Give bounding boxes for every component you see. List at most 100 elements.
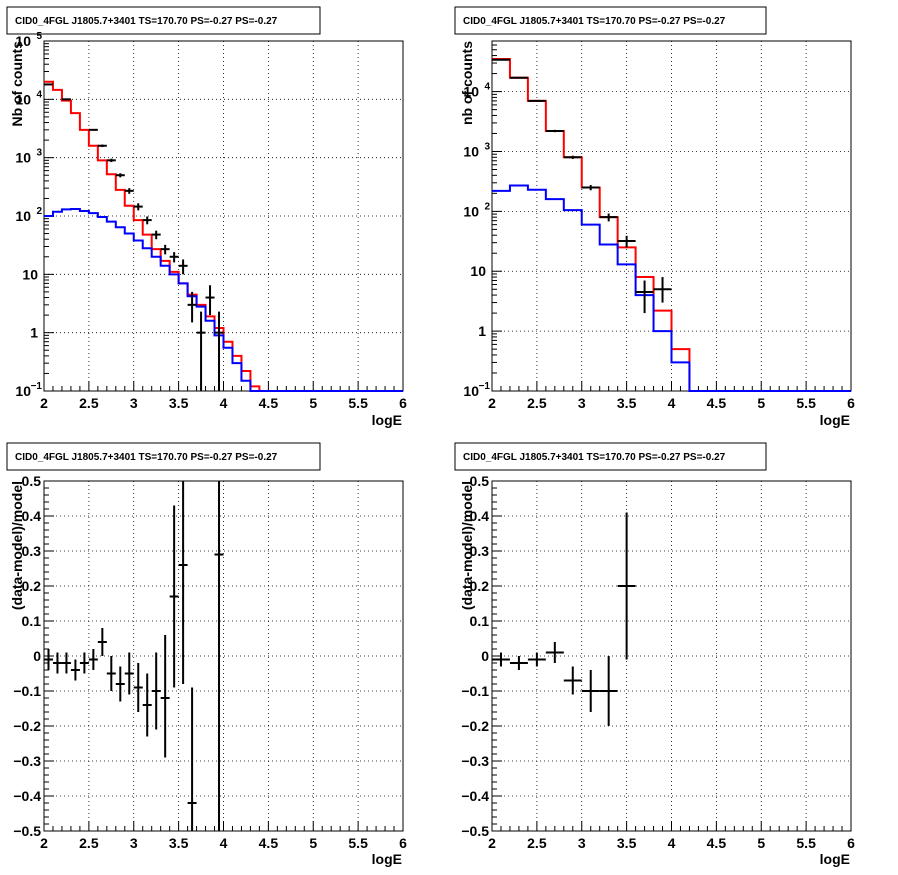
x-tick-label: 4 — [668, 395, 676, 411]
residual-point — [509, 656, 528, 670]
x-tick-label: 6 — [399, 395, 407, 411]
title-box — [454, 6, 767, 35]
chart-title: CID0_4FGL J1805.7+3401 TS=170.70 PS=-0.2… — [15, 16, 278, 27]
y-tick-base: 10 — [15, 91, 31, 107]
x-tick-label: 4 — [220, 395, 228, 411]
x-axis-label: logE — [820, 412, 850, 428]
y-tick-base: 1 — [30, 325, 38, 341]
data-point — [492, 58, 510, 61]
y-tick-exp: 3 — [36, 148, 42, 159]
plot-area — [44, 481, 224, 831]
residual-point — [52, 652, 62, 674]
x-tick-label: 2.5 — [527, 835, 547, 851]
y-tick-label: 10 3 — [15, 148, 42, 166]
residual-points — [492, 512, 636, 726]
x-tick-label: 2 — [488, 395, 496, 411]
y-axis-label: nb of counts — [459, 41, 475, 125]
residual-point — [581, 670, 600, 712]
x-tick-label: 6 — [847, 395, 855, 411]
data-point — [545, 129, 564, 133]
y-tick-base: 10 — [22, 266, 38, 282]
x-tick-label: 3.5 — [617, 395, 637, 411]
y-tick-label: 0.4 — [470, 508, 490, 524]
grid — [44, 481, 403, 831]
y-tick-label: 10 −1 — [15, 381, 42, 399]
x-tick-label: 2.5 — [79, 835, 99, 851]
chart-bottom-left: CID0_4FGL J1805.7+3401 TS=170.70 PS=-0.2… — [6, 442, 407, 867]
x-tick-label: 2 — [40, 395, 48, 411]
y-tick-label: 0.1 — [22, 613, 42, 629]
y-tick-label: 0.3 — [470, 543, 490, 559]
x-tick-label: 5 — [757, 835, 765, 851]
data-point — [88, 128, 98, 131]
y-tick-label: 0.5 — [22, 473, 42, 489]
y-tick-base: 10 — [15, 383, 31, 399]
y-tick-label: 1 — [30, 325, 38, 341]
chart-bottom-right: CID0_4FGL J1805.7+3401 TS=170.70 PS=-0.2… — [454, 442, 855, 867]
y-tick-label: 10 4 — [15, 89, 42, 107]
y-tick-exp: −1 — [479, 381, 491, 392]
x-tick-label: 5 — [309, 395, 317, 411]
y-tick-exp: 4 — [36, 89, 42, 100]
y-tick-label: 0.3 — [22, 543, 42, 559]
axis-ticks — [491, 480, 852, 832]
y-tick-label: −0.3 — [13, 753, 41, 769]
residual-point — [214, 481, 224, 831]
y-tick-label: 10 3 — [463, 141, 490, 159]
data-point — [581, 185, 600, 191]
x-tick-label: 4.5 — [259, 395, 279, 411]
x-tick-label: 5 — [309, 835, 317, 851]
chart-top-right: CID0_4FGL J1805.7+3401 TS=170.70 PS=-0.2… — [454, 6, 855, 428]
residual-point — [178, 481, 188, 684]
y-tick-base: 10 — [470, 263, 486, 279]
data-point — [142, 216, 152, 225]
data-point — [124, 188, 134, 194]
residual-point — [545, 642, 564, 663]
x-tick-label: 3.5 — [169, 395, 189, 411]
x-tick-label: 3 — [130, 395, 138, 411]
y-tick-label: −0.3 — [461, 753, 489, 769]
plot-area — [44, 80, 403, 392]
y-tick-label: −0.4 — [13, 788, 41, 804]
data-point — [635, 280, 654, 314]
y-tick-label: −0.2 — [13, 718, 41, 734]
chart-title: CID0_4FGL J1805.7+3401 TS=170.70 PS=-0.2… — [463, 16, 726, 27]
plot-area — [492, 58, 851, 392]
chart-top-left: CID0_4FGL J1805.7+3401 TS=170.70 PS=-0.2… — [6, 6, 407, 428]
title-box — [6, 442, 321, 471]
y-tick-label: −0.4 — [461, 788, 489, 804]
data-point — [151, 230, 161, 240]
residual-point — [160, 635, 170, 758]
x-tick-label: 4 — [220, 835, 228, 851]
y-tick-exp: 5 — [36, 31, 42, 42]
x-tick-label: 6 — [847, 835, 855, 851]
y-tick-label: 10 2 — [15, 206, 42, 224]
data-point — [563, 155, 582, 159]
x-tick-label: 5.5 — [796, 835, 816, 851]
residual-point — [124, 652, 134, 695]
data-point — [527, 99, 546, 102]
x-tick-label: 2.5 — [527, 395, 547, 411]
residual-point — [187, 687, 197, 831]
component-histogram — [44, 207, 403, 392]
data-point — [599, 213, 618, 222]
data-point — [187, 291, 197, 323]
x-tick-label: 3 — [578, 835, 586, 851]
residual-point — [599, 656, 618, 726]
x-tick-label: 2 — [488, 835, 496, 851]
x-tick-label: 4.5 — [707, 395, 727, 411]
x-tick-label: 3 — [130, 835, 138, 851]
residual-point — [88, 649, 98, 670]
y-tick-exp: 2 — [484, 201, 490, 212]
y-tick-label: 0.2 — [470, 578, 490, 594]
y-tick-base: 10 — [463, 203, 479, 219]
y-tick-label: 10 — [470, 263, 486, 279]
y-tick-exp: 2 — [36, 206, 42, 217]
x-tick-label: 2 — [40, 835, 48, 851]
y-tick-base: 10 — [15, 33, 31, 49]
x-tick-label: 5 — [757, 395, 765, 411]
y-tick-exp: 4 — [484, 82, 490, 93]
x-tick-label: 4 — [668, 835, 676, 851]
data-point — [97, 144, 107, 148]
x-tick-label: 5.5 — [348, 835, 368, 851]
